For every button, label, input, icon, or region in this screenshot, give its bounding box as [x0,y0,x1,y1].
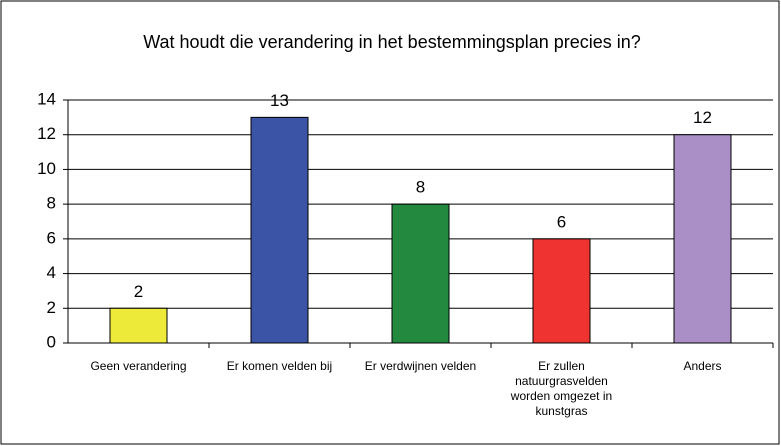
data-label: 12 [693,108,712,127]
data-label: 6 [557,212,566,231]
x-tick-label: Er verdwijnen velden [364,359,477,373]
x-tick-label-box: Geen verandering [90,359,187,373]
x-tick-label-box: Er komen velden bij [226,359,333,373]
y-tick-label: 0 [47,332,56,351]
x-tick-label: Er komen velden bij [226,359,333,373]
bar [673,134,732,344]
x-tick-label-box: Er verdwijnen velden [364,359,477,373]
bar [391,203,450,344]
x-tick-label: Geen verandering [90,359,187,373]
x-tick-label: Er zullen natuurgrasvelden worden omgeze… [510,359,613,418]
bar [532,238,591,344]
bar [109,307,168,344]
y-tick-label: 14 [37,89,56,108]
y-tick-label: 10 [37,159,56,178]
data-label: 8 [416,178,425,197]
data-label: 13 [270,91,289,110]
data-label: 2 [134,282,143,301]
y-tick-label: 2 [47,298,56,317]
x-tick-label: Anders [683,359,722,373]
x-tick-label-box: Anders [683,359,722,373]
y-tick-label: 4 [47,263,56,282]
x-tick-label-box: Er zullen natuurgrasvelden worden omgeze… [510,359,613,418]
y-tick-label: 6 [47,228,56,247]
y-tick-label: 12 [37,124,56,143]
y-tick-label: 8 [47,194,56,213]
bar [250,116,309,344]
chart-title: Wat houdt die verandering in het bestemm… [143,32,641,52]
